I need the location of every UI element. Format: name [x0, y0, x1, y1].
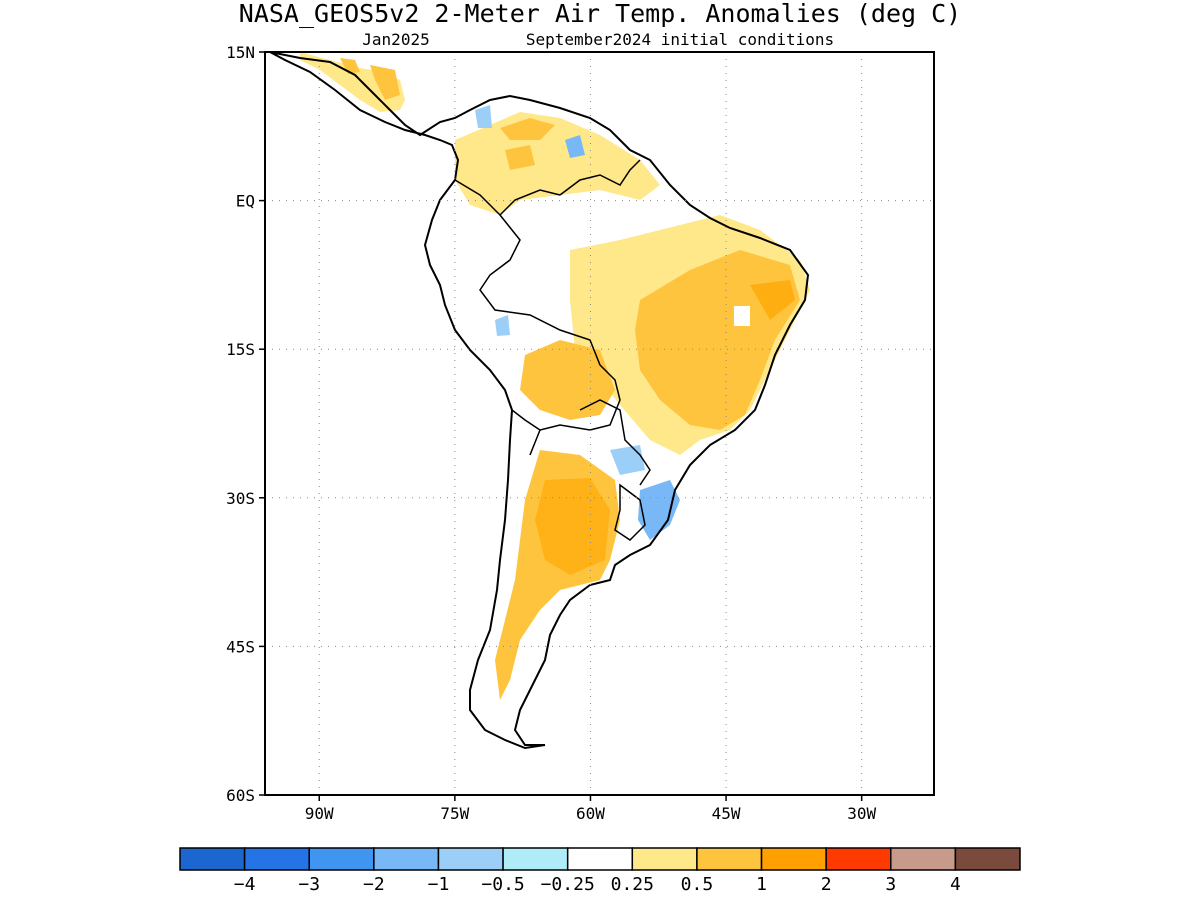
colorbar-label: 0.5 [681, 874, 714, 895]
map-area [269, 52, 810, 750]
lat-tick-label: 30S [226, 489, 255, 508]
lat-tick-label: 15N [226, 43, 255, 62]
colorbar-swatch [566, 847, 634, 871]
country-borders [454, 159, 651, 541]
colorbar-label: −2 [363, 874, 385, 895]
lat-tick-label: 45S [226, 637, 255, 656]
colorbar-label: −4 [234, 874, 256, 895]
graticule [265, 52, 934, 795]
lat-tick-label: 60S [226, 786, 255, 805]
colorbar-swatch [890, 847, 957, 871]
colorbar-label: 1 [756, 874, 767, 895]
colorbar-label: 0.25 [611, 874, 654, 895]
colorbar-swatch [631, 847, 698, 871]
figure-title: NASA_GEOS5v2 2-Meter Air Temp. Anomalies… [239, 0, 961, 28]
lon-tick-label: 45W [712, 804, 741, 823]
lat-tick-label: 15S [226, 340, 255, 359]
colorbar-label: 4 [950, 874, 961, 895]
lon-tick-label: 90W [305, 804, 334, 823]
coastlines [269, 52, 810, 750]
lon-tick-label: 30W [847, 804, 876, 823]
colorbar-swatch [760, 847, 827, 871]
colorbar-swatch [696, 847, 763, 871]
initial-conditions: September2024 initial conditions [526, 30, 834, 49]
colorbar-swatch [437, 847, 504, 871]
colorbar-label: −3 [298, 874, 320, 895]
map-frame [264, 51, 935, 796]
colorbar-swatch [373, 847, 440, 871]
colorbar-label: −0.25 [541, 874, 595, 895]
colorbar-swatch [954, 847, 1021, 871]
lat-tick-label: EQ [236, 192, 255, 211]
colorbar-swatch [502, 847, 569, 871]
colorbar-swatch [179, 847, 246, 871]
colorbar-label: −0.5 [481, 874, 524, 895]
colorbar-swatch [243, 847, 310, 871]
colorbar-label: 2 [821, 874, 832, 895]
colorbar-swatch [825, 847, 892, 871]
longitude-axis: 90W 75W 60W 45W 30W [305, 795, 876, 823]
anomaly-fill [300, 52, 810, 700]
colorbar-label: −1 [428, 874, 450, 895]
latitude-axis: 15N EQ 15S 30S 45S 60S [226, 43, 265, 805]
lon-tick-label: 60W [576, 804, 605, 823]
lon-tick-label: 75W [440, 804, 469, 823]
colorbar-swatch [308, 847, 375, 871]
colorbar-label: 3 [885, 874, 896, 895]
forecast-month: Jan2025 [362, 30, 429, 49]
colorbar: −4 −3 −2 −1 −0.5 −0.25 0.25 0.5 1 2 3 4 [179, 847, 1021, 895]
